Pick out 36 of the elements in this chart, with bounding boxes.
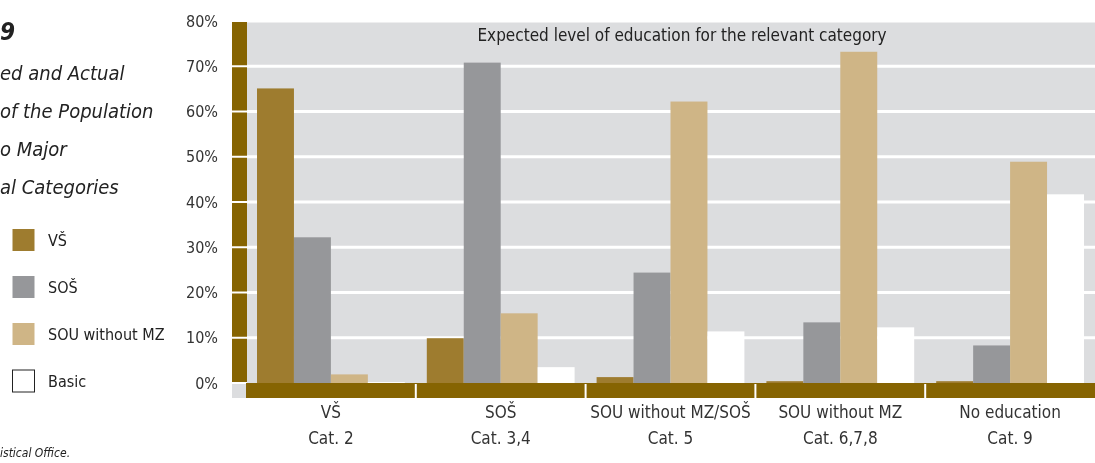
legend-label: SOU without MZ bbox=[48, 324, 165, 344]
y-tick-label: 40% bbox=[186, 192, 218, 212]
text: ed and Actual of the Population o Major al Categories bbox=[0, 61, 154, 199]
x-tick-label: SOŠ Cat. 3,4 bbox=[470, 401, 531, 448]
legend-label: SOŠ bbox=[48, 277, 78, 297]
y-tick-label: 10% bbox=[186, 328, 218, 348]
x-tick-label: SOU without MZ Cat. 6,7,8 bbox=[778, 402, 903, 448]
x-tick-label: VŠ Cat. 2 bbox=[308, 401, 354, 448]
x-axis-title: Expected level of education for the relevant category bbox=[477, 25, 887, 45]
bar bbox=[633, 272, 671, 383]
bar bbox=[803, 322, 841, 383]
bar bbox=[330, 374, 368, 383]
y-tick-label: 70% bbox=[186, 56, 218, 76]
bar bbox=[1010, 161, 1048, 383]
x-tick-label: SOU without MZ/SOŠ Cat. 5 bbox=[590, 401, 751, 448]
y-tick-label: 60% bbox=[186, 102, 218, 122]
bar bbox=[426, 338, 464, 383]
bar bbox=[840, 51, 878, 383]
y-tick-label: 80% bbox=[186, 11, 218, 31]
bar bbox=[293, 237, 331, 383]
text: istical Office. bbox=[0, 446, 71, 460]
y-tick-label: 0% bbox=[195, 373, 218, 393]
text: 9 bbox=[0, 18, 16, 46]
bar bbox=[596, 377, 634, 383]
bar bbox=[257, 88, 294, 383]
bar bbox=[973, 345, 1011, 383]
y-tick-label: 50% bbox=[186, 147, 218, 167]
legend-label: Basic bbox=[48, 371, 87, 391]
x-tick-label: No education Cat. 9 bbox=[959, 402, 1061, 448]
bar bbox=[670, 101, 708, 383]
bar bbox=[537, 367, 575, 383]
y-tick-label: 30% bbox=[186, 237, 218, 257]
y-tick-label: 20% bbox=[186, 283, 218, 303]
bar bbox=[463, 62, 501, 383]
legend-label: VŠ bbox=[48, 230, 67, 250]
bar bbox=[500, 313, 538, 383]
